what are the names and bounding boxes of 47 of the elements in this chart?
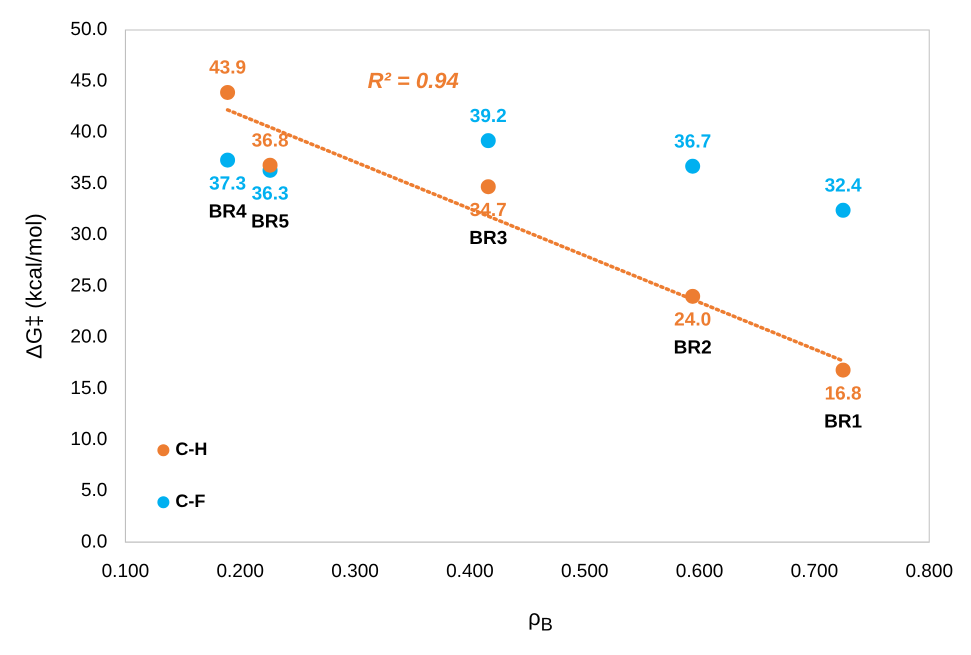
data-label: 43.9 (209, 58, 246, 79)
y-tick-label: 45.0 (70, 70, 108, 92)
y-tick-label: 5.0 (80, 480, 108, 502)
y-axis-title: ΔG‡ (kcal/mol) (21, 213, 46, 359)
annotation: R² = 0.94 (368, 68, 459, 94)
data-label: 24.0 (674, 310, 712, 331)
annotation: BR5 (251, 212, 290, 233)
legend-label: C-H (175, 439, 208, 460)
x-tick-label: 0.400 (446, 560, 494, 582)
data-label: 32.4 (824, 176, 862, 197)
y-tick-label: 25.0 (70, 275, 108, 296)
annotation: BR2 (674, 338, 712, 359)
point (836, 202, 851, 218)
x-tick-label: 0.300 (331, 560, 379, 582)
x-tick-label: 0.700 (790, 560, 838, 582)
legend-label: C-F (175, 491, 206, 512)
point (480, 133, 496, 148)
y-tick-label: 30.0 (70, 224, 108, 246)
x-tick-label: 0.500 (560, 560, 608, 582)
data-label: 36.8 (252, 130, 289, 152)
x-tick-label: 0.600 (676, 560, 724, 582)
data-label: 16.8 (824, 383, 862, 404)
annotation: BR1 (824, 411, 863, 432)
x-tick-label: 0.200 (216, 560, 264, 582)
point (836, 362, 851, 378)
point (262, 158, 278, 173)
point (220, 152, 236, 168)
point (220, 84, 236, 100)
data-label: 36.7 (674, 131, 712, 152)
annotation: BR3 (469, 228, 508, 249)
y-tick-label: 15.0 (70, 378, 108, 399)
data-label: 39.2 (470, 106, 507, 127)
point (480, 179, 496, 194)
y-tick-label: 50.0 (70, 19, 108, 40)
y-tick-label: 40.0 (70, 122, 108, 143)
x-axis-title: ρ$_{B}$ (527, 604, 554, 636)
x-tick-label: 0.100 (102, 560, 150, 582)
x-tick-label: 0.800 (905, 560, 953, 582)
y-tick-label: 20.0 (70, 326, 108, 348)
y-tick-label: 35.0 (70, 172, 108, 194)
data-label: 36.3 (252, 184, 289, 205)
data-label: 37.3 (209, 173, 246, 194)
y-tick-label: 0.0 (80, 531, 108, 552)
point (685, 288, 700, 304)
point (685, 158, 700, 174)
y-tick-label: 10.0 (70, 428, 108, 450)
annotation: BR4 (208, 201, 248, 222)
